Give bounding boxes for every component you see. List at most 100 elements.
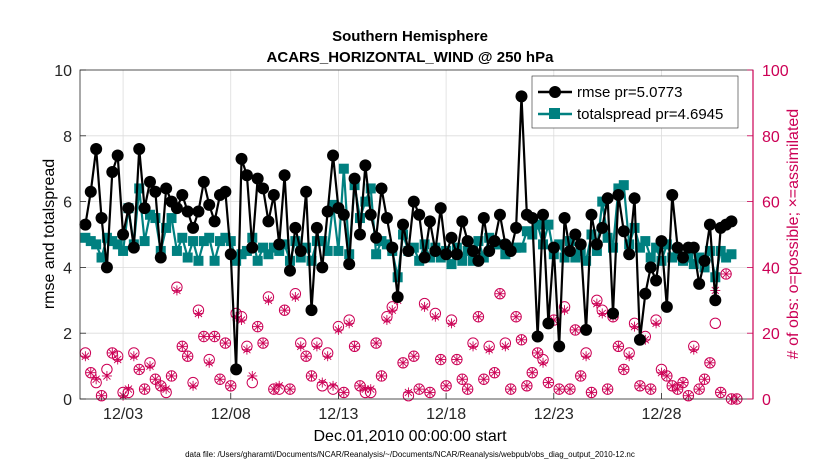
rmse-point xyxy=(203,198,216,211)
rmse-point xyxy=(633,333,646,346)
obs-assimilated-marker xyxy=(365,384,376,395)
legend-rmse-marker xyxy=(549,86,561,98)
totalspread-point xyxy=(193,255,204,266)
obs-assimilated-marker xyxy=(328,380,339,391)
totalspread-point xyxy=(258,242,269,253)
obs-assimilated-marker xyxy=(258,338,269,349)
obs-assimilated-marker xyxy=(166,370,177,381)
obs-assimilated-marker xyxy=(586,387,597,398)
totalspread-point xyxy=(532,219,543,230)
y-left-tick-label: 6 xyxy=(63,195,72,212)
rmse-point xyxy=(386,241,399,254)
obs-possible-marker xyxy=(397,357,409,369)
obs-assimilated-marker xyxy=(489,367,500,378)
obs-assimilated-marker xyxy=(672,384,683,395)
rmse-point xyxy=(418,251,431,264)
totalspread-point xyxy=(597,196,608,207)
obs-possible-marker xyxy=(521,380,533,392)
rmse-point xyxy=(154,251,167,264)
rmse-point xyxy=(677,251,690,264)
totalspread-point xyxy=(694,252,705,263)
rmse-point xyxy=(461,235,474,248)
totalspread-point xyxy=(581,255,592,266)
totalspread-point xyxy=(651,242,662,253)
obs-possible-marker xyxy=(251,320,264,333)
obs-assimilated-marker xyxy=(446,318,457,329)
rmse-point xyxy=(187,221,200,234)
obs-possible-marker xyxy=(435,353,447,366)
obs-possible-marker xyxy=(494,288,506,300)
obs-assimilated-marker xyxy=(435,354,446,365)
y-axis-left-label: rmse and totalspread xyxy=(41,159,58,309)
rmse-point xyxy=(607,307,620,320)
obs-assimilated-marker xyxy=(457,374,468,385)
totalspread-point xyxy=(220,232,231,243)
obs-possible-marker xyxy=(472,311,485,323)
totalspread-point xyxy=(726,249,737,260)
rmse-point xyxy=(348,172,361,185)
obs-assimilated-marker xyxy=(295,341,306,352)
rmse-point xyxy=(617,225,630,238)
obs-assimilated-marker xyxy=(85,367,96,378)
obs-assimilated-marker xyxy=(349,341,360,352)
rmse-point xyxy=(563,244,576,257)
obs-assimilated-marker xyxy=(268,384,279,395)
rmse-point xyxy=(224,248,237,261)
rmse-point xyxy=(413,208,426,221)
obs-assimilated-marker xyxy=(419,301,430,312)
obs-assimilated-marker xyxy=(144,361,155,372)
totalspread-point xyxy=(570,252,581,263)
totalspread-point xyxy=(376,236,387,247)
totalspread-point xyxy=(317,236,328,247)
rmse-point xyxy=(493,208,506,221)
y-right-tick-label: 80 xyxy=(762,129,780,146)
rmse-point xyxy=(316,261,329,274)
totalspread-point xyxy=(241,245,252,256)
obs-assimilated-marker xyxy=(247,370,258,381)
rmse-point xyxy=(305,304,318,317)
totalspread-point xyxy=(91,239,102,250)
rmse-point xyxy=(515,90,528,103)
totalspread-point xyxy=(710,272,721,283)
rmse-point xyxy=(531,330,544,343)
obs-assimilated-marker xyxy=(688,344,699,355)
totalspread-point xyxy=(559,252,570,263)
obs-possible-marker xyxy=(181,350,194,362)
obs-possible-marker xyxy=(515,334,528,346)
rmse-point xyxy=(510,221,523,234)
rmse-point xyxy=(693,277,706,290)
rmse-point xyxy=(289,221,302,234)
obs-assimilated-marker xyxy=(306,370,317,381)
obs-assimilated-marker xyxy=(155,380,166,391)
obs-possible-marker xyxy=(413,383,425,395)
totalspread-point xyxy=(236,249,247,260)
rmse-point xyxy=(321,205,334,218)
obs-assimilated-marker xyxy=(699,374,710,385)
obs-possible-marker xyxy=(348,340,361,353)
rmse-point xyxy=(504,244,517,257)
rmse-point xyxy=(197,175,210,188)
obs-assimilated-marker xyxy=(667,380,678,391)
obs-assimilated-marker xyxy=(381,315,392,326)
rmse-point xyxy=(353,228,366,241)
obs-assimilated-marker xyxy=(317,377,328,388)
obs-assimilated-marker xyxy=(376,370,387,381)
rmse-point xyxy=(623,248,636,261)
totalspread-point xyxy=(392,272,403,283)
rmse-point xyxy=(106,165,119,178)
legend-box xyxy=(531,75,739,129)
totalspread-point xyxy=(263,249,274,260)
obs-assimilated-marker xyxy=(656,367,667,378)
rmse-point xyxy=(537,208,550,221)
totalspread-point xyxy=(667,252,678,263)
totalspread-point xyxy=(301,242,312,253)
totalspread-point xyxy=(484,232,495,243)
obs-assimilated-marker xyxy=(451,354,462,365)
totalspread-point xyxy=(188,236,199,247)
rmse-point xyxy=(703,218,716,231)
rmse-point xyxy=(370,231,383,244)
totalspread-point xyxy=(198,236,209,247)
obs-assimilated-marker xyxy=(613,341,624,352)
totalspread-point xyxy=(204,232,215,243)
totalspread-point xyxy=(661,239,672,250)
